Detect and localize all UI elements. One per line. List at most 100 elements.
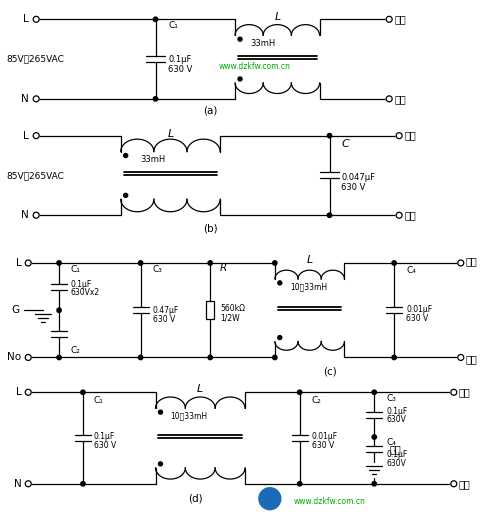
Circle shape <box>138 356 143 360</box>
Text: www.dzkfw.com.cn: www.dzkfw.com.cn <box>219 61 291 71</box>
Circle shape <box>81 481 85 486</box>
Circle shape <box>158 410 163 414</box>
Circle shape <box>386 17 392 22</box>
Circle shape <box>33 96 39 102</box>
Circle shape <box>278 335 282 340</box>
Text: N: N <box>22 94 29 104</box>
Circle shape <box>153 17 158 22</box>
Text: 0.1μF: 0.1μF <box>94 431 115 441</box>
Circle shape <box>57 356 61 360</box>
Circle shape <box>238 37 242 41</box>
Text: C: C <box>342 139 349 149</box>
Circle shape <box>451 389 457 395</box>
Text: L: L <box>24 131 29 141</box>
Text: 0.1μF: 0.1μF <box>169 55 192 63</box>
Text: C₁: C₁ <box>94 396 104 405</box>
Text: 输出: 输出 <box>459 388 470 397</box>
Circle shape <box>208 356 212 360</box>
Circle shape <box>278 281 282 285</box>
Text: No: No <box>7 352 21 362</box>
Text: W: W <box>264 494 275 504</box>
Text: 输出: 输出 <box>404 131 416 141</box>
Text: 630Vx2: 630Vx2 <box>71 288 100 297</box>
Circle shape <box>33 17 39 22</box>
Circle shape <box>372 435 376 439</box>
Text: 630 V: 630 V <box>312 442 334 450</box>
Text: 0.01μF: 0.01μF <box>312 431 338 441</box>
Circle shape <box>458 260 464 266</box>
Text: 10～33mH: 10～33mH <box>290 282 327 292</box>
Text: 输出: 输出 <box>466 354 477 364</box>
Text: 630 V: 630 V <box>406 314 428 322</box>
Circle shape <box>386 96 392 102</box>
Text: 630 V: 630 V <box>94 442 116 450</box>
Text: 630 V: 630 V <box>152 315 175 324</box>
Text: 0.1μF: 0.1μF <box>386 450 408 459</box>
Circle shape <box>33 133 39 139</box>
Text: 输出: 输出 <box>394 14 406 24</box>
Text: www.dzkfw.com.cn: www.dzkfw.com.cn <box>294 497 366 506</box>
Circle shape <box>372 390 376 394</box>
Circle shape <box>327 213 332 217</box>
Text: 大地: 大地 <box>389 444 401 454</box>
Text: L: L <box>197 384 203 394</box>
Text: 630 V: 630 V <box>342 183 366 192</box>
Text: 输出: 输出 <box>459 479 470 489</box>
Circle shape <box>396 133 402 139</box>
Text: 0.47μF: 0.47μF <box>152 305 179 315</box>
Text: 输出: 输出 <box>404 210 416 220</box>
Circle shape <box>272 356 277 360</box>
Circle shape <box>25 481 31 487</box>
Text: C₁: C₁ <box>71 265 81 275</box>
Text: L: L <box>307 255 313 265</box>
Text: N: N <box>14 479 21 489</box>
Circle shape <box>25 260 31 266</box>
Text: L: L <box>24 14 29 24</box>
Text: 输出: 输出 <box>466 256 477 266</box>
Circle shape <box>33 212 39 218</box>
Circle shape <box>259 488 281 510</box>
Circle shape <box>327 134 332 138</box>
Circle shape <box>238 77 242 81</box>
Circle shape <box>158 462 163 466</box>
Circle shape <box>208 261 212 265</box>
Text: C₂: C₂ <box>71 346 81 355</box>
Circle shape <box>451 481 457 487</box>
Text: (c): (c) <box>322 366 337 376</box>
Text: L: L <box>167 128 173 139</box>
Circle shape <box>297 390 302 394</box>
Circle shape <box>392 261 396 265</box>
Text: 0.1μF: 0.1μF <box>386 407 408 416</box>
Text: R: R <box>220 263 227 273</box>
Text: 630V: 630V <box>386 459 406 469</box>
Bar <box>206 301 214 319</box>
Text: 0.01μF: 0.01μF <box>406 305 432 314</box>
Circle shape <box>458 354 464 361</box>
Circle shape <box>81 390 85 394</box>
Text: 输出: 输出 <box>394 94 406 104</box>
Text: 630V: 630V <box>386 415 406 424</box>
Text: (b): (b) <box>203 223 218 233</box>
Text: 1/2W: 1/2W <box>220 314 240 322</box>
Circle shape <box>272 261 277 265</box>
Text: 630 V: 630 V <box>169 64 193 73</box>
Circle shape <box>138 261 143 265</box>
Circle shape <box>57 261 61 265</box>
Text: L: L <box>16 258 21 268</box>
Circle shape <box>396 212 402 218</box>
Text: 560kΩ: 560kΩ <box>220 304 245 313</box>
Text: L: L <box>16 388 21 397</box>
Text: 10～33mH: 10～33mH <box>171 412 208 421</box>
Text: 85V～265VAC: 85V～265VAC <box>6 55 64 63</box>
Circle shape <box>153 96 158 101</box>
Text: C₃: C₃ <box>152 265 162 275</box>
Text: C₄: C₄ <box>406 266 416 276</box>
Text: 33mH: 33mH <box>141 155 166 164</box>
Circle shape <box>123 194 128 197</box>
Circle shape <box>372 481 376 486</box>
Text: 0.1μF: 0.1μF <box>71 280 92 289</box>
Text: N: N <box>22 210 29 220</box>
Text: 33mH: 33mH <box>250 39 275 47</box>
Text: C₁: C₁ <box>169 21 178 30</box>
Circle shape <box>392 356 396 360</box>
